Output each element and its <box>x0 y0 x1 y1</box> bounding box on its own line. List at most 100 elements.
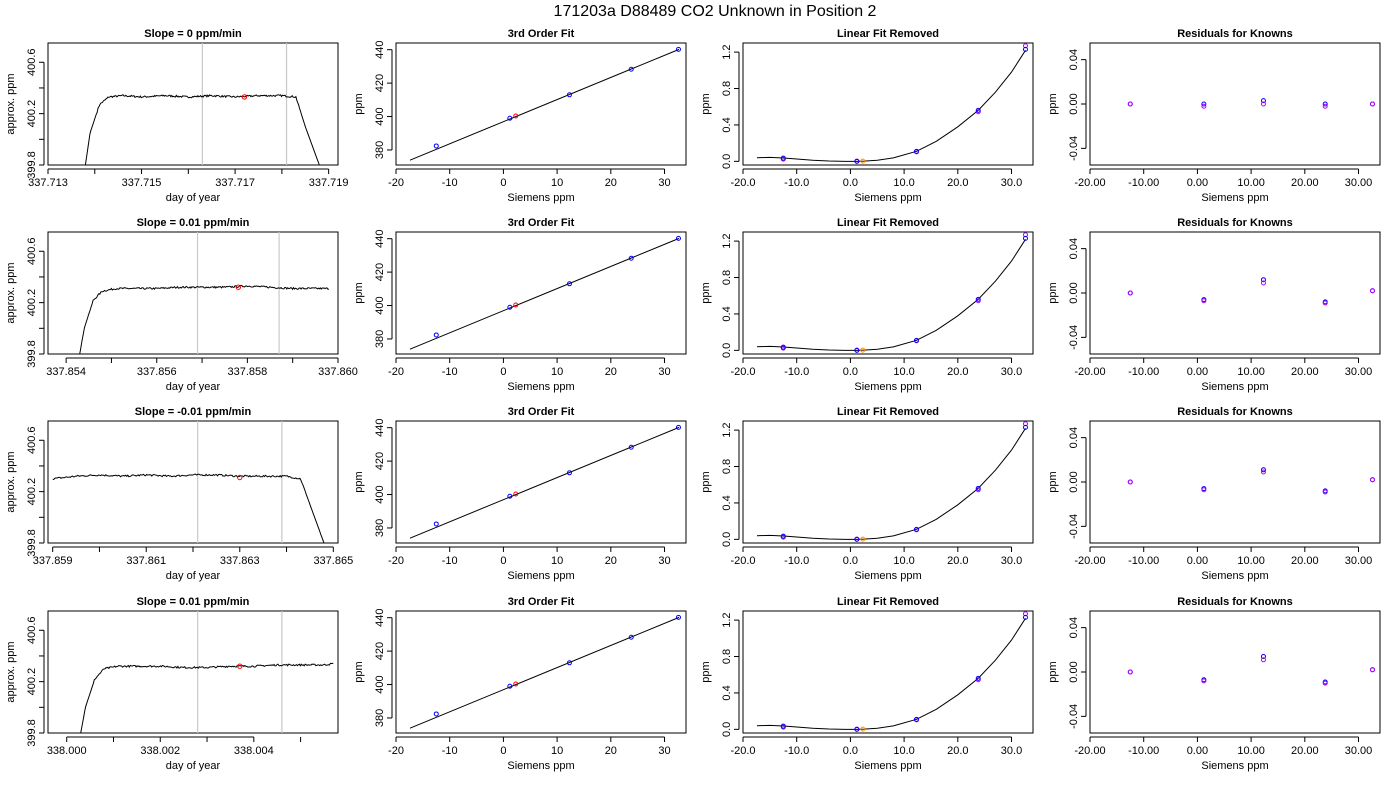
plot-data <box>1127 653 1375 686</box>
x-tick-label: 0.0 <box>843 555 858 567</box>
x-tick-label: 0.00 <box>1187 555 1208 567</box>
y-axis-label: ppm <box>700 93 712 114</box>
x-tick-label: 338.000 <box>47 745 87 757</box>
x-tick-label: 30 <box>658 745 670 757</box>
y-tick-label: 380 <box>374 141 386 159</box>
residual-point <box>1260 98 1266 104</box>
x-axis-label: Siemens ppm <box>854 760 921 772</box>
x-tick-label: 30.0 <box>1001 366 1022 378</box>
x-tick-label: 20.0 <box>947 366 968 378</box>
known-point <box>675 235 681 241</box>
x-tick-label: 20.0 <box>947 745 968 757</box>
residual-point <box>1260 277 1266 283</box>
y-tick-label: 0.00 <box>1068 661 1080 682</box>
x-tick-label: 10.0 <box>893 177 914 189</box>
x-tick-label: 0 <box>500 745 506 757</box>
y-tick-label: 0.4 <box>721 306 733 321</box>
x-tick-label: 20.0 <box>947 555 968 567</box>
x-tick-label: 10 <box>551 366 563 378</box>
panel-title: Residuals for Knowns <box>1177 28 1293 40</box>
known-point <box>780 723 786 729</box>
known-point <box>507 493 513 499</box>
x-tick-label: 10.00 <box>1237 745 1265 757</box>
chart-panel-fit-0: 3rd Order Fit Siemens ppm ppm -20 -10 0 10 20 30… <box>353 28 687 204</box>
panel-title: Linear Fit Removed <box>837 28 939 40</box>
plot-data <box>756 611 1028 732</box>
y-tick-label: 1.2 <box>721 233 733 248</box>
x-tick-label: 20.00 <box>1291 366 1319 378</box>
chart-panel-fit-2: 3rd Order Fit Siemens ppm ppm -20 -10 0 10 20 30… <box>353 406 687 582</box>
y-axis-label: ppm <box>1047 661 1059 682</box>
residual-point-alt <box>1201 487 1207 493</box>
known-point <box>566 281 572 287</box>
fit-line <box>409 426 680 539</box>
known-point <box>913 716 919 722</box>
x-tick-label: 10 <box>551 555 563 567</box>
plot-data <box>756 232 1028 353</box>
chart-panel-fit-3: 3rd Order Fit Siemens ppm ppm -20 -10 0 10 20 30… <box>353 596 687 772</box>
y-tick-label: 400.2 <box>26 289 38 317</box>
x-tick-label: -20.0 <box>730 366 755 378</box>
y-tick-label: 0.0 <box>721 154 733 169</box>
unknown-point <box>860 726 866 732</box>
x-tick-label: -10.0 <box>784 177 809 189</box>
x-tick-label: 337.859 <box>33 555 73 567</box>
x-axis-label: Siemens ppm <box>1201 381 1268 393</box>
y-tick-label: 440 <box>374 230 386 248</box>
x-axis-label: Siemens ppm <box>507 381 574 393</box>
y-tick-label: 1.2 <box>721 422 733 437</box>
residual-point-alt <box>1260 469 1266 475</box>
x-tick-label: -10.00 <box>1128 745 1159 757</box>
panel-title: 3rd Order Fit <box>508 217 575 229</box>
x-tick-label: 30.0 <box>1001 555 1022 567</box>
y-tick-label: 1.2 <box>721 612 733 627</box>
y-tick-label: 400 <box>374 296 386 314</box>
chart-panel-linear_removed-0: Linear Fit Removed Siemens ppm ppm -20.0 -10… <box>700 28 1034 204</box>
plot-frame <box>47 610 339 734</box>
plot-data <box>409 235 681 350</box>
x-tick-label: 30 <box>658 555 670 567</box>
y-tick-label: 0.04 <box>1068 617 1080 638</box>
known-point <box>913 526 919 532</box>
plot-data <box>756 421 1028 542</box>
plot-data <box>79 232 330 354</box>
known-point <box>675 46 681 52</box>
y-tick-label: 400.2 <box>26 668 38 696</box>
x-tick-label: 337.856 <box>137 366 177 378</box>
panel-title: Slope = 0 ppm/min <box>144 28 242 40</box>
x-axis-label: Siemens ppm <box>854 570 921 582</box>
x-axis-label: Siemens ppm <box>1201 192 1268 204</box>
known-point <box>854 536 860 542</box>
plot-frame <box>742 231 1034 355</box>
known-point <box>913 337 919 343</box>
residual-point-alt <box>1322 103 1328 109</box>
y-tick-label: 420 <box>374 642 386 660</box>
x-tick-label: -20 <box>388 555 404 567</box>
x-axis-label: Siemens ppm <box>1201 570 1268 582</box>
y-axis-label: ppm <box>1047 93 1059 114</box>
cubic-residual-curve <box>756 50 1026 162</box>
unknown-mean-marker <box>237 474 243 481</box>
panel-title: Linear Fit Removed <box>837 596 939 608</box>
known-point <box>975 675 981 681</box>
unknown-point <box>513 491 519 497</box>
unknown-mean-marker <box>241 94 248 100</box>
y-axis-label: ppm <box>1047 471 1059 492</box>
known-point <box>507 115 513 121</box>
chart-panel-linear_removed-3: Linear Fit Removed Siemens ppm ppm -20.0 -10… <box>700 596 1034 772</box>
plot-frame <box>395 610 687 734</box>
x-tick-label: -10 <box>442 745 458 757</box>
y-axis-label: ppm <box>700 471 712 492</box>
x-tick-label: -10 <box>442 555 458 567</box>
known-point <box>854 726 860 732</box>
x-tick-label: 337.717 <box>215 177 255 189</box>
chart-panel-trace-2: Slope = -0.01 ppm/min day of year approx. … <box>5 406 353 582</box>
plot-frame <box>395 42 687 166</box>
residual-point-alt <box>1127 669 1133 675</box>
x-tick-label: -20.0 <box>730 745 755 757</box>
x-tick-label: 337.861 <box>126 555 166 567</box>
y-tick-label: -0.04 <box>1068 514 1080 539</box>
x-tick-label: -10.00 <box>1128 177 1159 189</box>
residual-point-alt <box>1201 678 1207 684</box>
